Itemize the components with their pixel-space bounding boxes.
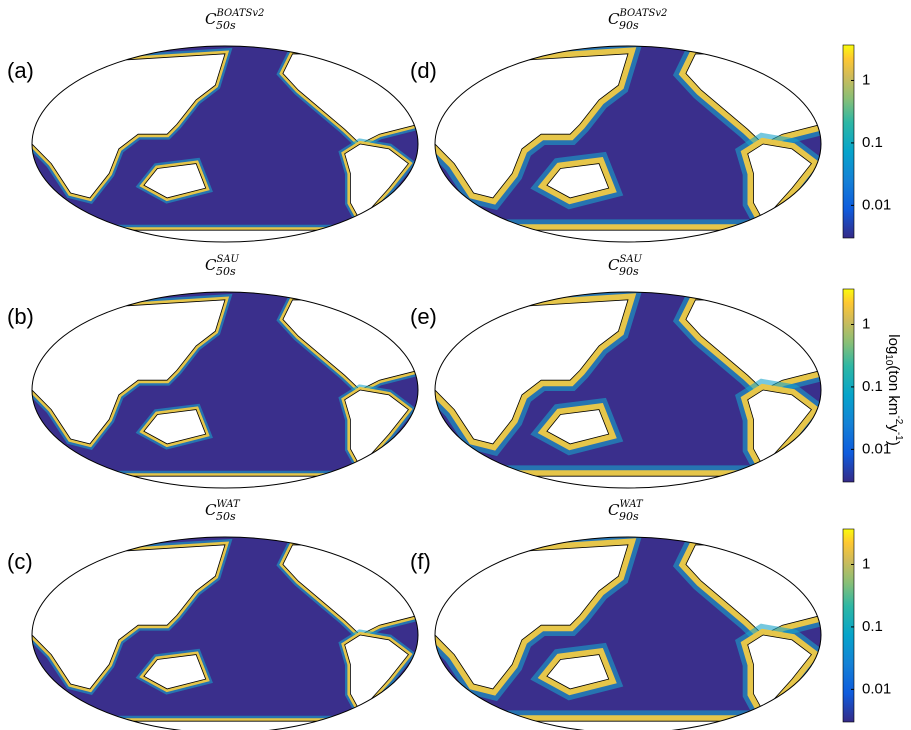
panel-label: (b) [7,304,34,329]
colorbar-tick-label: 1 [862,555,870,572]
colorbar-tick-label: 0.1 [862,378,883,395]
label-part: 10 [883,354,894,366]
title-sub: 50s [216,19,236,32]
colorbar-tick-label: 0.01 [862,680,891,697]
land [435,721,821,730]
title-sub: 90s [619,265,639,278]
title-sub: 90s [619,510,639,523]
label-part: ) [885,441,902,446]
title-sub: 50s [216,510,236,523]
panel-label: (d) [410,58,437,83]
land [435,476,821,498]
land [32,721,418,730]
colorbar-label: log10(ton km-2y-1) [883,334,904,445]
colorbar-tick-label: 0.1 [862,134,883,151]
colorbar-tick-label: 1 [862,315,870,332]
panel-label: (a) [7,58,34,83]
land [32,230,418,252]
colorbar [843,45,854,238]
title-sup: BOATSv2 [215,8,264,19]
title-sup: WAT [619,499,643,510]
colorbar [843,529,854,722]
colorbar-tick-label: 1 [862,71,870,88]
title-sup: BOATSv2 [618,8,667,19]
panel-label: (e) [410,304,437,329]
colorbar-tick-label: 0.01 [862,196,891,213]
land [435,230,821,252]
title-sup: WAT [216,499,240,510]
figure: (a) CBOATSv250s (d) CBOATSv290s (b) CSAU50s (e… [0,0,911,730]
title-sub: 50s [216,265,236,278]
colorbar [843,289,854,482]
colorbar-tick-label: 0.1 [862,618,883,635]
label-part: (ton km [885,365,902,415]
title-sup: SAU [216,254,239,265]
land [32,476,418,498]
title-sup: SAU [619,254,642,265]
title-sub: 90s [619,19,639,32]
label-part: log [885,334,902,354]
panel-label: (c) [7,549,33,574]
panel-label: (f) [410,549,431,574]
